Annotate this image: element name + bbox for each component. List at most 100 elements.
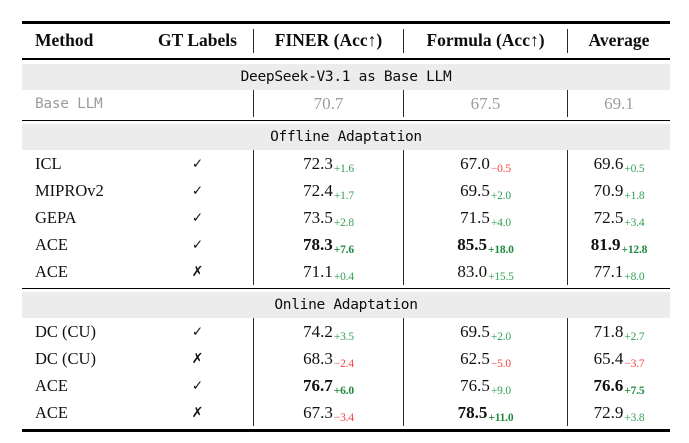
gt-cell: ✗ [142, 399, 253, 426]
score-delta: +8.0 [624, 270, 645, 283]
table-row: ACE ✗ 67.3 −3.4 78.5 +11.0 72.9 +3.8 [22, 399, 670, 426]
header-rule [22, 57, 670, 60]
score-value: 70.9 [593, 181, 624, 200]
score-cell-finer: 68.3 −2.4 [253, 345, 403, 372]
column-header-gt-labels: GT Labels [158, 30, 237, 50]
score-cell-formula: 67.5 [403, 90, 567, 117]
score-value: 62.5 [460, 349, 490, 368]
method-cell: ICL [35, 153, 62, 173]
score-value: 68.3 [303, 349, 333, 368]
score-cell-formula: 78.5 +11.0 [403, 399, 567, 426]
score-cell-formula: 62.5 −5.0 [403, 345, 567, 372]
score-value: 69.6 [593, 154, 624, 173]
score-delta: +6.0 [333, 384, 354, 397]
score-value: 76.6 [593, 376, 624, 395]
score-delta: +0.5 [624, 162, 645, 175]
score-delta: +3.8 [624, 411, 645, 424]
table-row: MIPROv2 ✓ 72.4 +1.7 69.5 +2.0 70.9 +1.8 [22, 177, 670, 204]
cross-icon: ✗ [191, 263, 204, 280]
score-value: 78.3 [303, 235, 333, 254]
score-delta: −5.0 [490, 357, 511, 370]
score-value: 71.1 [303, 262, 333, 281]
gt-cell [142, 90, 253, 117]
score-cell-average: 65.4 −3.7 [567, 345, 670, 372]
score-cell-finer: 72.3 +1.6 [253, 150, 403, 177]
check-icon: ✓ [191, 377, 204, 394]
gt-cell: ✓ [142, 372, 253, 399]
section-rule [22, 288, 670, 289]
score-delta: +1.6 [333, 162, 354, 175]
section-band-online: Online Adaptation [22, 292, 670, 318]
table-row: ACE ✓ 76.7 +6.0 76.5 +9.0 76.6 +7.5 [22, 372, 670, 399]
score-cell-average: 69.1 [567, 90, 670, 117]
score-delta: +1.8 [624, 189, 645, 202]
check-icon: ✓ [191, 155, 204, 172]
score-value: 72.4 [303, 181, 333, 200]
score-value: 74.2 [303, 322, 333, 341]
gt-cell: ✓ [142, 231, 253, 258]
gt-cell: ✓ [142, 150, 253, 177]
score-value: 70.7 [313, 94, 344, 113]
score-value: 78.5 [457, 403, 488, 422]
score-delta: +2.0 [490, 189, 511, 202]
score-value: 72.5 [593, 208, 624, 227]
section-band-offline: Offline Adaptation [22, 124, 670, 150]
score-delta: −0.5 [490, 162, 511, 175]
score-cell-finer: 78.3 +7.6 [253, 231, 403, 258]
score-cell-average: 77.1 +8.0 [567, 258, 670, 285]
score-cell-finer: 72.4 +1.7 [253, 177, 403, 204]
score-cell-formula: 67.0 −0.5 [403, 150, 567, 177]
score-cell-finer: 67.3 −3.4 [253, 399, 403, 426]
score-delta: +11.0 [488, 411, 514, 424]
score-delta: +4.0 [490, 216, 511, 229]
score-delta: +7.6 [333, 243, 354, 256]
cross-icon: ✗ [191, 350, 204, 367]
table-row: ICL ✓ 72.3 +1.6 67.0 −0.5 69.6 +0.5 [22, 150, 670, 177]
section-band-base-llm: DeepSeek-V3.1 as Base LLM [22, 64, 670, 90]
gt-cell: ✓ [142, 177, 253, 204]
method-cell: ACE [35, 402, 68, 422]
table-row: GEPA ✓ 73.5 +2.8 71.5 +4.0 72.5 +3.4 [22, 204, 670, 231]
score-value: 67.0 [460, 154, 490, 173]
score-delta: +2.0 [490, 330, 511, 343]
table-row-base-llm: Base LLM 70.7 67.5 69.1 [22, 90, 670, 117]
score-value: 81.9 [590, 235, 621, 254]
score-cell-finer: 71.1 +0.4 [253, 258, 403, 285]
score-delta: +1.7 [333, 189, 354, 202]
column-header-method: Method [35, 30, 94, 50]
score-delta: +7.5 [624, 384, 645, 397]
score-cell-average: 71.8 +2.7 [567, 318, 670, 345]
score-value: 77.1 [593, 262, 624, 281]
score-value: 83.0 [457, 262, 488, 281]
method-cell: ACE [35, 234, 68, 254]
score-cell-formula: 69.5 +2.0 [403, 318, 567, 345]
score-value: 76.5 [460, 376, 490, 395]
score-cell-average: 72.9 +3.8 [567, 399, 670, 426]
score-value: 65.4 [593, 349, 624, 368]
score-cell-formula: 83.0 +15.5 [403, 258, 567, 285]
score-cell-average: 72.5 +3.4 [567, 204, 670, 231]
gt-cell: ✗ [142, 345, 253, 372]
section-rule [22, 120, 670, 121]
score-value: 76.7 [303, 376, 333, 395]
score-delta: −3.4 [333, 411, 354, 424]
method-cell: DC (CU) [35, 321, 96, 341]
score-value: 69.5 [460, 322, 490, 341]
score-value: 72.3 [303, 154, 333, 173]
score-cell-formula: 76.5 +9.0 [403, 372, 567, 399]
method-cell: MIPROv2 [35, 180, 104, 200]
score-value: 69.1 [604, 94, 634, 113]
check-icon: ✓ [191, 209, 204, 226]
table-row: ACE ✓ 78.3 +7.6 85.5 +18.0 81.9 +12.8 [22, 231, 670, 258]
score-delta: +9.0 [490, 384, 511, 397]
score-delta: +2.7 [624, 330, 645, 343]
score-cell-finer: 74.2 +3.5 [253, 318, 403, 345]
score-value: 73.5 [303, 208, 333, 227]
score-cell-average: 70.9 +1.8 [567, 177, 670, 204]
score-delta: +18.0 [488, 243, 514, 256]
header-row: Method GT Labels FINER (Acc↑) Formula (A… [22, 24, 670, 58]
column-header-average: Average [567, 28, 670, 53]
bottom-rule [22, 429, 670, 432]
method-cell: ACE [35, 261, 68, 281]
score-value: 72.9 [593, 403, 624, 422]
